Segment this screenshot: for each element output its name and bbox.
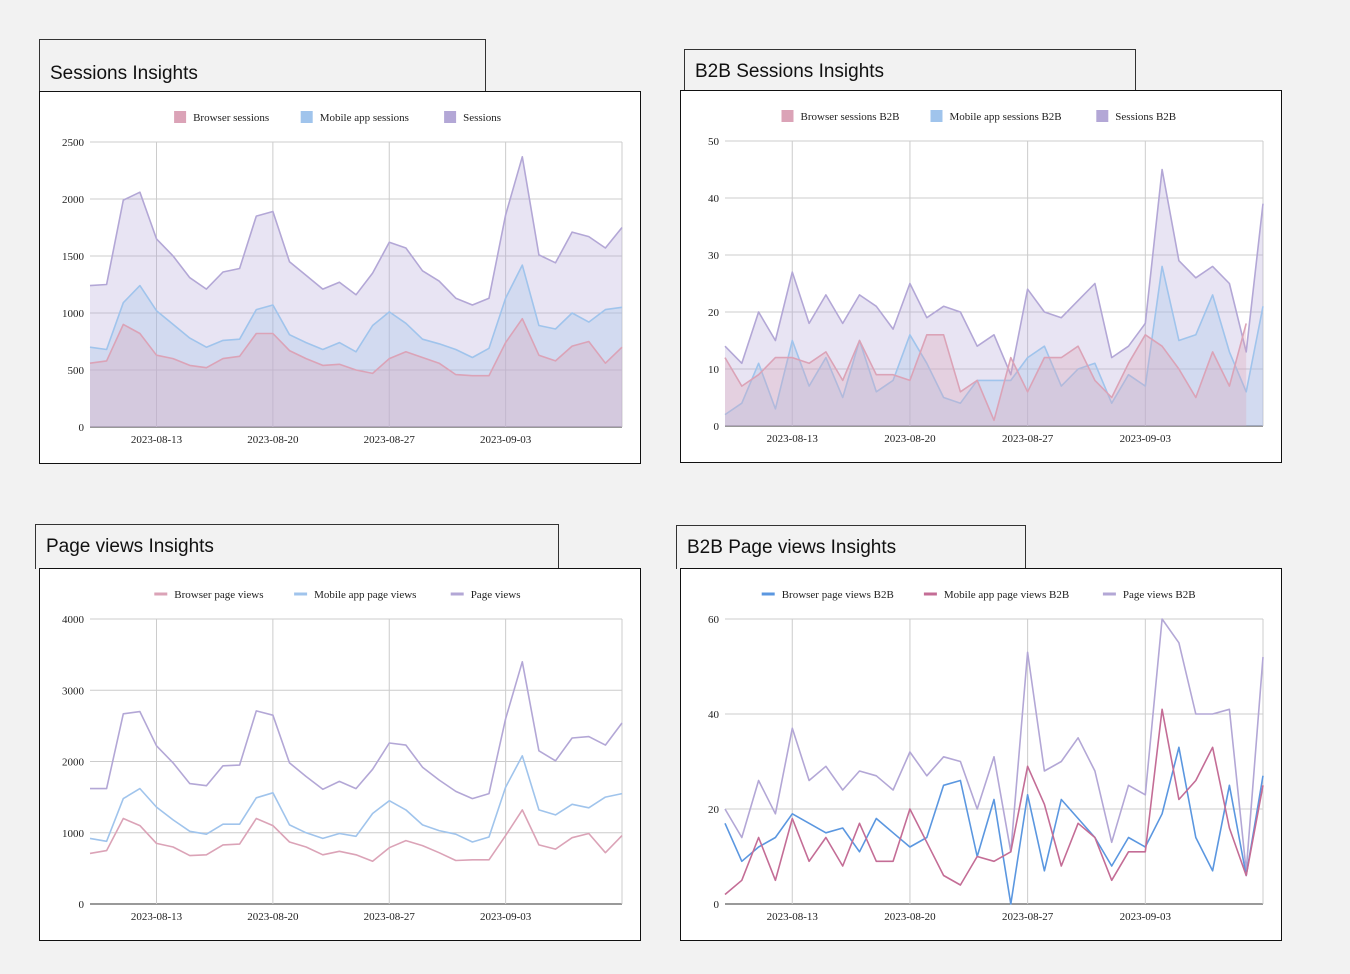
- series-line[interactable]: [89, 809, 623, 863]
- chart-4-title: B2B Page views Insights: [687, 537, 897, 558]
- legend-label: Browser sessions B2B: [801, 111, 900, 123]
- x-tick-label: 2023-08-20: [247, 434, 299, 446]
- chart-4-panel[interactable]: 0 20 40 60 2023-08-13 2023-08-20 2023-08-27 202…: [680, 568, 1282, 941]
- legend-item[interactable]: Browser page views: [154, 589, 264, 601]
- chart-2-panel[interactable]: 0 10 20 30 40 50 2023-08-13 2023-08-20 2023-08-2…: [680, 90, 1282, 463]
- chart-1-panel[interactable]: 0 500 1000 1500 2000 2500 2023-08-13 2023-08-20…: [39, 91, 641, 464]
- x-tick-label: 2023-08-27: [1002, 433, 1054, 445]
- legend-item[interactable]: Sessions: [444, 111, 501, 124]
- legend-label: Mobile app sessions B2B: [950, 111, 1062, 123]
- legend-label: Browser page views: [174, 589, 263, 601]
- y-tick-label: 20: [708, 307, 720, 319]
- legend-label: Browser page views B2B: [782, 589, 894, 601]
- y-tick-label: 40: [708, 709, 720, 721]
- chart-3-panel[interactable]: 0 1000 2000 3000 4000 2023-08-13 2023-08-20 202…: [39, 568, 641, 941]
- legend-label: Mobile app page views B2B: [944, 589, 1069, 601]
- y-tick-label: 2500: [62, 137, 85, 149]
- x-tick-label: 2023-08-20: [884, 433, 936, 445]
- x-tick-label: 2023-09-03: [1120, 433, 1172, 445]
- x-tick-label: 2023-08-13: [131, 911, 183, 923]
- series-line[interactable]: [89, 264, 623, 359]
- y-tick-label: 30: [708, 250, 720, 262]
- legend-item[interactable]: Mobile app sessions B2B: [930, 110, 1062, 123]
- legend-item[interactable]: Browser sessions: [174, 111, 269, 124]
- x-tick-label: 2023-09-03: [480, 434, 532, 446]
- legend-label: Sessions: [463, 112, 501, 124]
- x-tick-label: 2023-08-27: [364, 434, 416, 446]
- y-tick-label: 10: [708, 364, 720, 376]
- legend-swatch: [300, 111, 313, 123]
- legend-swatch: [444, 111, 457, 123]
- chart-3-svg[interactable]: 0 1000 2000 3000 4000 2023-08-13 2023-08-20 202…: [40, 569, 642, 942]
- legend-item[interactable]: Mobile app sessions: [300, 111, 409, 124]
- x-tick-label: 2023-08-13: [767, 433, 819, 445]
- legend-label: Page views B2B: [1123, 589, 1196, 601]
- y-tick-label: 3000: [62, 685, 85, 697]
- y-tick-label: 1000: [62, 308, 85, 320]
- y-tick-label: 2000: [62, 194, 85, 206]
- series-area[interactable]: [90, 265, 622, 427]
- legend-swatch: [1096, 110, 1109, 122]
- legend-item[interactable]: Page views B2B: [1102, 589, 1196, 601]
- y-tick-label: 0: [714, 421, 720, 433]
- series-area[interactable]: [725, 266, 1263, 426]
- legend-label: Page views: [471, 589, 521, 601]
- y-tick-label: 50: [708, 136, 720, 148]
- legend-item[interactable]: Browser page views B2B: [761, 589, 894, 601]
- legend-item[interactable]: Browser sessions B2B: [781, 110, 900, 123]
- x-tick-label: 2023-09-03: [480, 911, 532, 923]
- y-tick-label: 2000: [62, 757, 85, 769]
- y-tick-label: 1000: [62, 828, 85, 840]
- series-line[interactable]: [724, 618, 1264, 872]
- legend-swatch: [930, 110, 943, 122]
- x-tick-label: 2023-08-27: [1002, 911, 1054, 923]
- y-tick-label: 0: [79, 422, 85, 434]
- x-tick-label: 2023-09-03: [1120, 911, 1172, 923]
- legend-label: Sessions B2B: [1115, 111, 1176, 123]
- series-line[interactable]: [89, 317, 623, 377]
- series-line[interactable]: [724, 168, 1264, 376]
- chart-3-title: Page views Insights: [46, 536, 214, 557]
- series-area[interactable]: [725, 323, 1247, 426]
- legend-swatch: [174, 111, 187, 123]
- chart-4-title-box: B2B Page views Insights: [676, 525, 1026, 569]
- legend-label: Browser sessions: [193, 112, 269, 124]
- series-line[interactable]: [89, 755, 623, 843]
- y-tick-label: 1500: [62, 251, 85, 263]
- x-tick-label: 2023-08-20: [247, 911, 299, 923]
- series-area[interactable]: [90, 318, 622, 427]
- y-tick-label: 500: [68, 365, 85, 377]
- legend-swatch: [781, 110, 794, 122]
- chart-1-title-box: Sessions Insights: [39, 39, 486, 92]
- chart-1-svg[interactable]: 0 500 1000 1500 2000 2500 2023-08-13 2023-08-20…: [40, 92, 642, 465]
- legend-label: Mobile app sessions: [320, 112, 409, 124]
- x-tick-label: 2023-08-13: [767, 911, 819, 923]
- series-line[interactable]: [724, 323, 1247, 422]
- y-tick-label: 40: [708, 193, 720, 205]
- legend-label: Mobile app page views: [314, 589, 416, 601]
- legend-item[interactable]: Mobile app page views: [294, 589, 416, 601]
- y-tick-label: 0: [714, 899, 720, 911]
- chart-1-title: Sessions Insights: [50, 63, 198, 84]
- x-tick-label: 2023-08-13: [131, 434, 183, 446]
- y-tick-label: 20: [708, 804, 720, 816]
- legend-item[interactable]: Sessions B2B: [1096, 110, 1176, 123]
- y-tick-label: 60: [708, 614, 720, 626]
- x-tick-label: 2023-08-20: [884, 911, 936, 923]
- x-tick-label: 2023-08-27: [364, 911, 416, 923]
- y-tick-label: 4000: [62, 614, 85, 626]
- chart-3-title-box: Page views Insights: [35, 524, 559, 569]
- chart-2-svg[interactable]: 0 10 20 30 40 50 2023-08-13 2023-08-20 2023-08-2…: [681, 91, 1283, 464]
- series-line[interactable]: [90, 661, 623, 800]
- series-line[interactable]: [724, 265, 1264, 416]
- legend-item[interactable]: Mobile app page views B2B: [923, 589, 1069, 601]
- y-tick-label: 0: [79, 899, 85, 911]
- chart-2-title: B2B Sessions Insights: [695, 61, 885, 82]
- legend-item[interactable]: Page views: [450, 589, 521, 601]
- series-line[interactable]: [89, 156, 623, 306]
- series-line[interactable]: [724, 708, 1264, 896]
- chart-4-svg[interactable]: 0 20 40 60 2023-08-13 2023-08-20 2023-08-27 202…: [681, 569, 1283, 942]
- chart-2-title-box: B2B Sessions Insights: [684, 49, 1136, 91]
